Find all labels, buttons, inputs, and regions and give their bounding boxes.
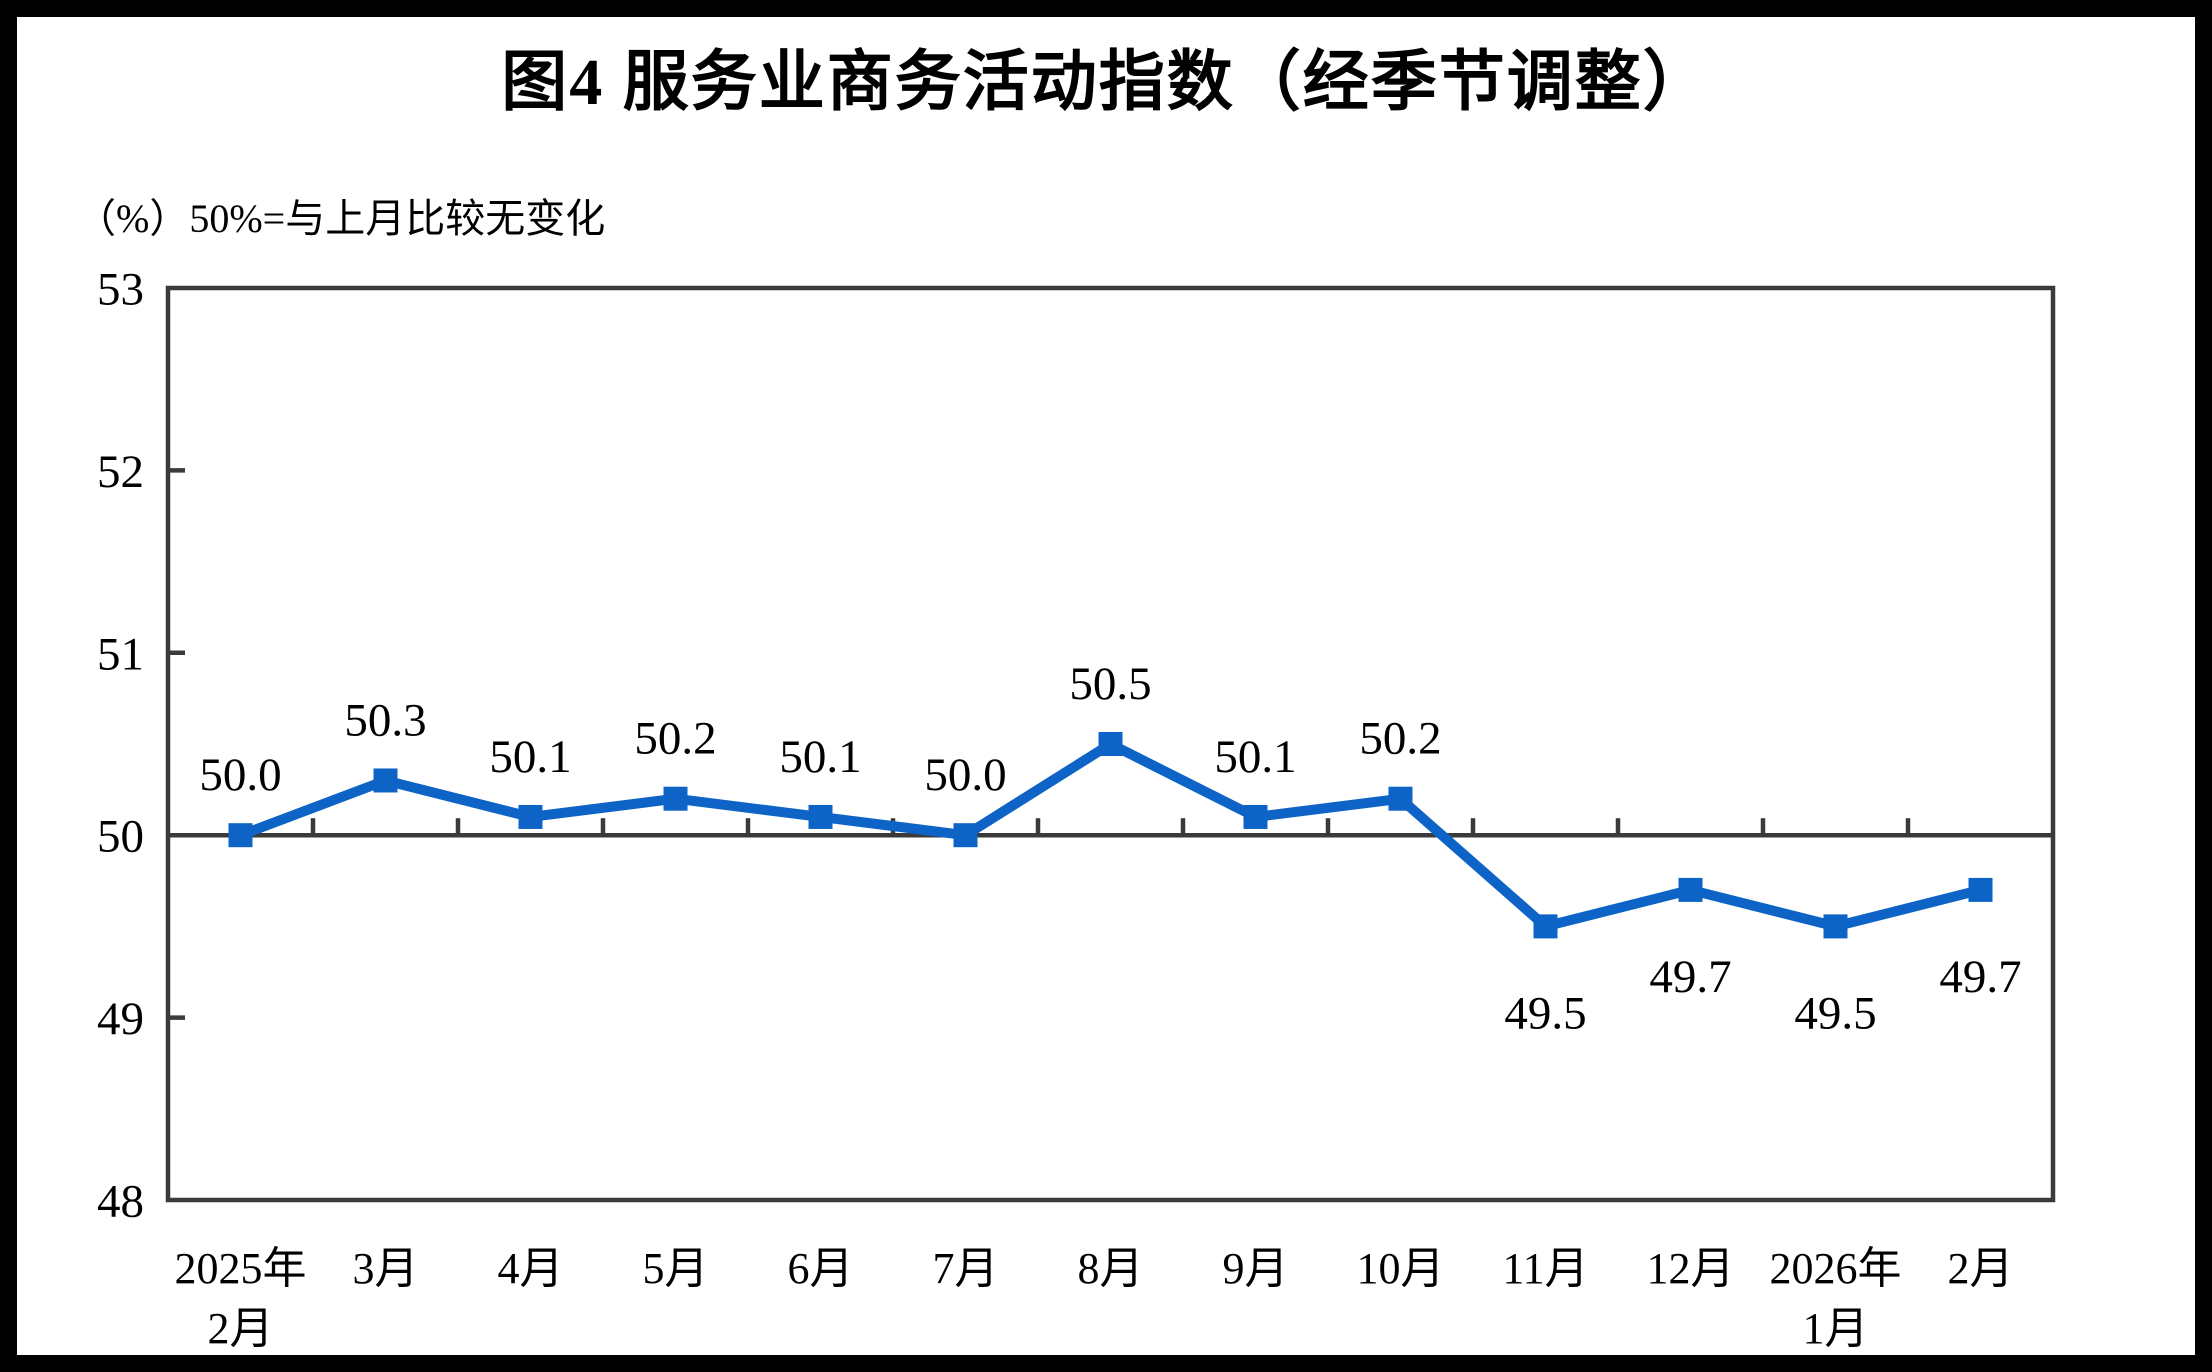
data-label: 50.1 [489, 731, 571, 783]
y-axis-label: 49 [97, 993, 144, 1045]
data-label: 50.2 [634, 713, 716, 765]
data-label: 50.1 [779, 731, 861, 783]
chart-title: 图4 服务业商务活动指数（经季节调整） [501, 46, 1711, 119]
x-axis-label: 5月 [643, 1244, 709, 1293]
x-axis-label: 7月 [933, 1244, 999, 1293]
y-axis-label: 52 [97, 446, 144, 498]
data-label: 50.0 [924, 749, 1006, 801]
x-axis-label: 2月 [1948, 1244, 2014, 1293]
x-axis-label: 8月 [1078, 1244, 1144, 1293]
data-point [1678, 877, 1703, 902]
x-axis-label: 12月 [1647, 1244, 1735, 1293]
data-label: 50.0 [199, 749, 281, 801]
data-point [1243, 804, 1268, 829]
plot-frame [165, 285, 2056, 1203]
data-point [373, 768, 398, 793]
data-point [663, 786, 688, 811]
data-point [1533, 914, 1558, 939]
x-axis-label: 4月 [498, 1244, 564, 1293]
data-point [1098, 732, 1123, 756]
x-axis-label: 2025年 2月 [175, 1244, 307, 1353]
x-axis-label: 11月 [1502, 1244, 1588, 1293]
data-point [1823, 914, 1848, 939]
data-point [1388, 786, 1413, 811]
data-label: 50.2 [1359, 713, 1441, 765]
data-label: 49.5 [1504, 987, 1586, 1039]
data-label: 49.7 [1649, 951, 1731, 1003]
data-label: 50.5 [1069, 658, 1151, 710]
data-point [953, 823, 978, 848]
data-point [228, 823, 253, 848]
data-point [518, 804, 543, 829]
data-label: 49.5 [1794, 987, 1876, 1039]
data-point [1968, 877, 1993, 902]
x-axis-label: 9月 [1223, 1244, 1289, 1293]
x-axis-label: 2026年 1月 [1770, 1244, 1902, 1353]
data-label: 50.1 [1214, 731, 1296, 783]
x-axis-label: 10月 [1357, 1244, 1445, 1293]
y-axis-label: 53 [97, 263, 144, 315]
data-point [808, 804, 833, 829]
x-axis-label: 6月 [788, 1244, 854, 1293]
y-axis-label: 50 [97, 811, 144, 863]
y-axis-label: 48 [97, 1175, 144, 1227]
chart-unit-note: （%）50%=与上月比较无变化 [76, 196, 606, 241]
data-label: 50.3 [344, 694, 426, 746]
x-axis-label: 3月 [353, 1244, 419, 1293]
data-label: 49.7 [1939, 951, 2021, 1003]
y-axis-label: 51 [97, 628, 144, 680]
